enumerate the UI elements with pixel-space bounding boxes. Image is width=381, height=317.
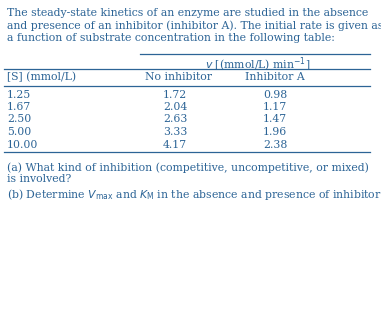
Text: 1.47: 1.47 xyxy=(263,114,287,125)
Text: 3.33: 3.33 xyxy=(163,127,187,137)
Text: 1.72: 1.72 xyxy=(163,89,187,100)
Text: [S] (mmol/L): [S] (mmol/L) xyxy=(7,72,76,82)
Text: 2.04: 2.04 xyxy=(163,102,187,112)
Text: (a) What kind of inhibition (competitive, uncompetitive, or mixed): (a) What kind of inhibition (competitive… xyxy=(7,162,369,172)
Text: 4.17: 4.17 xyxy=(163,139,187,150)
Text: $\mathit{v}$ [(mmol/L) min$^{-1}$]: $\mathit{v}$ [(mmol/L) min$^{-1}$] xyxy=(205,55,310,74)
Text: is involved?: is involved? xyxy=(7,174,71,184)
Text: 5.00: 5.00 xyxy=(7,127,31,137)
Text: (b) Determine $\mathit{V}_\mathrm{max}$ and $\mathit{K}_\mathrm{M}$ in the absen: (b) Determine $\mathit{V}_\mathrm{max}$ … xyxy=(7,187,381,202)
Text: 1.67: 1.67 xyxy=(7,102,31,112)
Text: 2.38: 2.38 xyxy=(263,139,287,150)
Text: and presence of an inhibitor (inhibitor A). The initial rate is given as: and presence of an inhibitor (inhibitor … xyxy=(7,21,381,31)
Text: 0.98: 0.98 xyxy=(263,89,287,100)
Text: No inhibitor: No inhibitor xyxy=(145,72,212,82)
Text: a function of substrate concentration in the following table:: a function of substrate concentration in… xyxy=(7,33,335,43)
Text: 10.00: 10.00 xyxy=(7,139,38,150)
Text: Inhibitor A: Inhibitor A xyxy=(245,72,305,82)
Text: 2.50: 2.50 xyxy=(7,114,31,125)
Text: 1.17: 1.17 xyxy=(263,102,287,112)
Text: 2.63: 2.63 xyxy=(163,114,187,125)
Text: The steady-state kinetics of an enzyme are studied in the absence: The steady-state kinetics of an enzyme a… xyxy=(7,8,368,18)
Text: 1.96: 1.96 xyxy=(263,127,287,137)
Text: 1.25: 1.25 xyxy=(7,89,31,100)
